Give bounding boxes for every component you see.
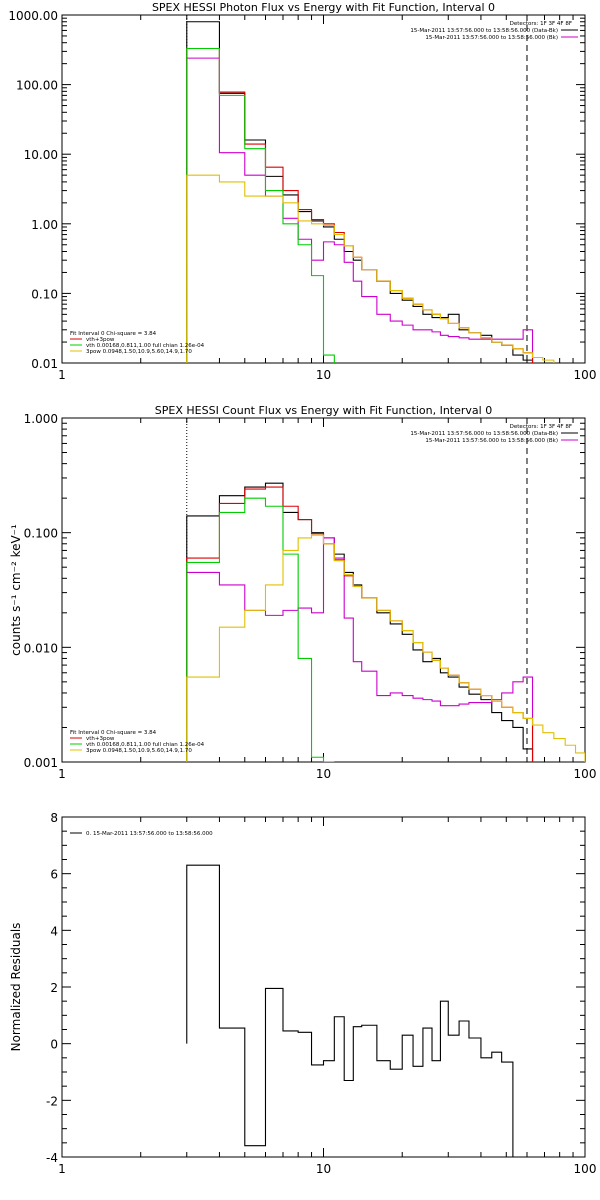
legend-label: vth 0.00168,0.811,1.00 full chian 1.26e-… xyxy=(86,742,205,748)
legend-label: 15-Mar-2011 13:57:56.000 to 13:58:56.000… xyxy=(425,35,558,41)
series-line xyxy=(186,534,585,762)
y-tick-label: 0.01 xyxy=(31,357,58,371)
series-5 xyxy=(186,174,555,363)
legend-bottom: Fit Interval 0 Chi-square = 3.84vth+3pow… xyxy=(70,730,205,754)
y-tick-label: 0.100 xyxy=(24,527,58,541)
legend-label: vth 0.00168,0.811,1.00 full chian 1.26e-… xyxy=(86,343,205,349)
y-tick-label: 0.001 xyxy=(24,756,58,770)
x-tick-label: 1 xyxy=(58,368,66,382)
y-tick-label: 0 xyxy=(50,1038,58,1052)
y-tick-label: -2 xyxy=(46,1094,58,1108)
x-tick-label: 100 xyxy=(574,1162,597,1176)
series-4 xyxy=(186,47,335,363)
y-tick-label: 1.000 xyxy=(24,412,58,426)
y-tick-label: 6 xyxy=(50,868,58,882)
series-line xyxy=(186,497,335,762)
panel-2: SPEX HESSI Count Flux vs Energy with Fit… xyxy=(9,404,596,781)
y-tick-label: 1000.00 xyxy=(8,9,58,23)
y-tick-label: 0.010 xyxy=(24,641,58,655)
y-tick-label: 8 xyxy=(50,811,58,825)
series-1 xyxy=(186,482,534,762)
series-line xyxy=(186,537,534,762)
x-tick-label: 10 xyxy=(316,368,331,382)
legend-label: 3pow 0.0948,1.50,10.9,5.60,14.9,1.70 xyxy=(86,349,192,355)
y-tick-label: 0.10 xyxy=(31,287,58,301)
series-4 xyxy=(186,497,335,762)
x-tick-label: 1 xyxy=(58,767,66,781)
y-tick-label: 4 xyxy=(50,924,58,938)
panel-3: Normalized Residuals 1 10 100 -4 -2 0 2 4 6 8 0. 15… xyxy=(9,811,596,1176)
y-axis-label: Normalized Residuals xyxy=(9,923,23,1052)
series-1 xyxy=(186,21,534,363)
y-axis-label: counts s⁻¹ cm⁻² keV⁻¹ xyxy=(9,524,23,656)
x-tick-label: 100 xyxy=(574,767,597,781)
series-3 xyxy=(186,486,534,762)
plot-frame xyxy=(61,816,586,1158)
legend-bottom: Fit Interval 0 Chi-square = 3.84vth+3pow… xyxy=(70,331,205,355)
chart-title: SPEX HESSI Count Flux vs Energy with Fit… xyxy=(155,404,492,417)
series-line xyxy=(186,174,555,363)
legend-header: Detectors: 1F 3F 4F 8F xyxy=(510,424,572,430)
chart-title: SPEX HESSI Photon Flux vs Energy with Fi… xyxy=(152,1,495,14)
legend-header: Fit Interval 0 Chi-square = 3.84 xyxy=(70,730,157,736)
legend-label: vth+3pow xyxy=(86,337,115,343)
series-line xyxy=(186,21,534,363)
series-2 xyxy=(186,537,534,762)
legend-header: Detectors: 1F 3F 4F 8F xyxy=(510,21,572,27)
series-line xyxy=(186,57,534,363)
series-1 xyxy=(186,864,514,1157)
legend-top: 0. 15-Mar-2011 13:57:56.000 to 13:58:56.… xyxy=(70,831,213,837)
y-tick-label: -4 xyxy=(46,1151,58,1165)
series-line xyxy=(186,486,534,762)
legend-label: 15-Mar-2011 13:57:56.000 to 13:58:56.000… xyxy=(410,28,558,34)
x-tick-label: 10 xyxy=(316,1162,331,1176)
legend-label: 3pow 0.0948,1.50,10.9,5.60,14.9,1.70 xyxy=(86,748,192,754)
legend-label: 15-Mar-2011 13:57:56.000 to 13:58:56.000… xyxy=(425,438,558,444)
legend-label: 15-Mar-2011 13:57:56.000 to 13:58:56.000… xyxy=(410,431,558,437)
plot-area xyxy=(186,21,555,363)
y-tick-label: 1.00 xyxy=(31,218,58,232)
series-5 xyxy=(186,534,585,762)
series-line xyxy=(186,47,335,363)
y-tick-label: 10.00 xyxy=(24,148,58,162)
series-line xyxy=(186,864,514,1157)
plot-area xyxy=(186,482,585,762)
panel-1: SPEX HESSI Photon Flux vs Energy with Fi… xyxy=(8,1,596,382)
series-2 xyxy=(186,57,534,363)
legend-label: vth+3pow xyxy=(86,736,115,742)
series-line xyxy=(186,482,534,762)
legend-header: Fit Interval 0 Chi-square = 3.84 xyxy=(70,331,157,337)
x-tick-label: 100 xyxy=(574,368,597,382)
y-tick-label: 2 xyxy=(50,981,58,995)
legend-label: 0. 15-Mar-2011 13:57:56.000 to 13:58:56.… xyxy=(86,831,213,837)
x-tick-label: 1 xyxy=(58,1162,66,1176)
x-tick-label: 10 xyxy=(316,767,331,781)
plot-area xyxy=(186,864,514,1157)
y-tick-label: 100.00 xyxy=(16,79,58,93)
